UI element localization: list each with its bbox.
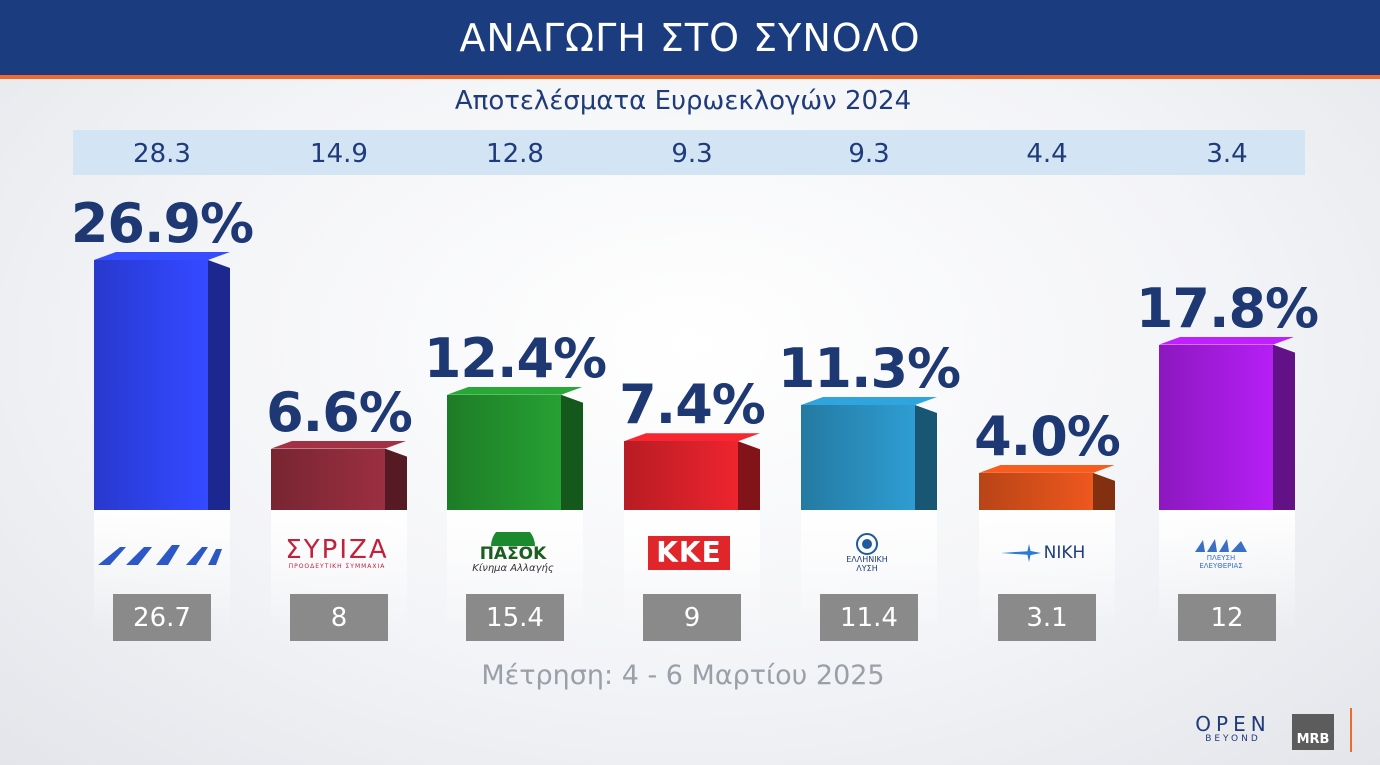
elliniki-lysi-emblem-icon: [856, 533, 878, 555]
survey-dates: Μέτρηση: 4 - 6 Μαρτίου 2025: [481, 660, 885, 691]
bar-front-4: [624, 441, 738, 510]
previous-measurement-6: 3.1: [998, 594, 1096, 641]
elliniki-lysi-logo-text: ΕΛΛΗΝΙΚΗ: [846, 555, 888, 564]
bar-front-6: [979, 472, 1093, 510]
previous-measurement-1: 26.7: [113, 594, 211, 641]
bar-top-2: [271, 440, 407, 449]
bar-side-7: [1273, 344, 1295, 510]
bar-top-1: [94, 252, 230, 260]
previous-measurement-4: 9: [643, 594, 741, 641]
kke-logo: ΚΚΕ: [614, 528, 764, 578]
data-label-7: 17.8%: [1135, 276, 1319, 340]
data-label-1: 26.9%: [70, 192, 254, 255]
data-label-5: 11.3%: [777, 336, 961, 400]
previous-measurement-5: 11.4: [820, 594, 918, 641]
bar-top-5: [801, 396, 937, 405]
bar-side-5: [915, 404, 937, 510]
bar-7: [1159, 336, 1295, 510]
bar-1: [94, 252, 230, 510]
nd-logo-icon: [98, 545, 222, 565]
euro-2024-value-1: 28.3: [133, 139, 191, 169]
open-logo-sub: BEYOND: [1205, 734, 1261, 744]
niki-logo: ΝΙΚΗ: [968, 528, 1118, 578]
plefsi-logo-text: ΠΛΕΥΣΗ: [1206, 554, 1236, 562]
syriza-logo-text: ΣΥΡΙΖΑ: [285, 534, 389, 565]
bar-front-1: [94, 260, 208, 510]
data-label-2: 6.6%: [266, 380, 413, 444]
bar-top-7: [1159, 336, 1295, 345]
bar-top-3: [447, 386, 583, 395]
previous-measurement-7: 12: [1178, 594, 1276, 641]
euro-2024-value-2: 14.9: [310, 139, 368, 169]
pasok-sun-icon: [491, 532, 535, 546]
header-title: ΑΝΑΓΩΓΗ ΣΤΟ ΣΥΝΟΛΟ: [459, 15, 921, 60]
bar-front-2: [271, 448, 385, 510]
euro-2024-value-3: 12.8: [486, 139, 544, 169]
plefsi-waves-icon: [1195, 539, 1247, 552]
pasok-logo-text: ΠΑΣΟΚ: [479, 544, 547, 564]
bar-3: [447, 386, 583, 510]
elliniki-lysi-logo: ΕΛΛΗΝΙΚΗ ΛΥΣΗ: [792, 528, 942, 578]
bar-top-4: [624, 433, 760, 442]
bar-6: [979, 464, 1115, 510]
bar-front-5: [801, 404, 915, 510]
syriza-logo-sub: ΠΡΟΟΔΕΥΤΙΚΗ ΣΥΜΜΑΧΙΑ: [288, 562, 386, 570]
niki-logo-text: ΝΙΚΗ: [1043, 543, 1086, 563]
bar-2: [271, 440, 407, 510]
bar-5: [801, 396, 937, 510]
bar-side-3: [561, 394, 583, 510]
plefsi-logo: ΠΛΕΥΣΗ ΕΛΕΥΘΕΡΙΑΣ: [1146, 528, 1296, 578]
previous-measurement-3: 15.4: [466, 594, 564, 641]
data-label-6: 4.0%: [974, 404, 1121, 468]
kke-logo-text: ΚΚΕ: [648, 536, 730, 570]
syriza-logo: ΣΥΡΙΖΑ ΠΡΟΟΔΕΥΤΙΚΗ ΣΥΜΜΑΧΙΑ: [262, 528, 412, 578]
data-label-3: 12.4%: [423, 326, 607, 390]
header-bar: ΑΝΑΓΩΓΗ ΣΤΟ ΣΥΝΟΛΟ: [0, 0, 1380, 79]
euro-2024-value-5: 9.3: [848, 139, 890, 169]
mrb-logo: MRB: [1292, 714, 1334, 750]
bar-side-4: [738, 441, 760, 510]
bar-4: [624, 433, 760, 510]
bar-top-6: [979, 464, 1115, 473]
bar-front-3: [447, 394, 561, 510]
bar-front-7: [1159, 344, 1273, 510]
nd-logo: [86, 528, 236, 578]
pasok-logo: ΠΑΣΟΚ Κίνημα Αλλαγής: [438, 528, 588, 578]
brand-divider: [1350, 708, 1352, 752]
euro-2024-value-4: 9.3: [671, 139, 713, 169]
plefsi-logo-sub: ΕΛΕΥΘΕΡΙΑΣ: [1199, 562, 1243, 570]
bar-side-2: [385, 448, 407, 510]
pasok-logo-sub: Κίνημα Αλλαγής: [472, 563, 554, 574]
euro-2024-strip: [73, 130, 1305, 175]
bar-side-6: [1093, 472, 1115, 510]
euro-2024-value-6: 4.4: [1026, 139, 1068, 169]
chart-subtitle: Αποτελέσματα Ευρωεκλογών 2024: [454, 86, 912, 116]
open-logo-text: OPEN: [1195, 712, 1271, 736]
open-logo: OPEN BEYOND: [1188, 712, 1278, 744]
niki-star-icon: [1000, 544, 1041, 562]
previous-measurement-2: 8: [290, 594, 388, 641]
bar-side-1: [208, 260, 230, 510]
euro-2024-value-7: 3.4: [1206, 139, 1248, 169]
elliniki-lysi-logo-sub: ΛΥΣΗ: [856, 564, 878, 573]
data-label-4: 7.4%: [619, 373, 766, 437]
